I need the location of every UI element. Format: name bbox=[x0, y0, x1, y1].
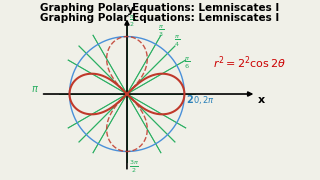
Text: $r^2 = 2^2\cos2\theta$: $r^2 = 2^2\cos2\theta$ bbox=[213, 54, 286, 71]
Text: $\frac{\pi}{4}$: $\frac{\pi}{4}$ bbox=[174, 34, 180, 49]
Text: x: x bbox=[258, 95, 265, 105]
Text: $\frac{\pi}{3}$: $\frac{\pi}{3}$ bbox=[158, 24, 164, 39]
Text: $\frac{3\pi}{2}$: $\frac{3\pi}{2}$ bbox=[129, 158, 139, 175]
Title: Graphing Polar Equations: Lemniscates I: Graphing Polar Equations: Lemniscates I bbox=[40, 3, 280, 13]
Text: Graphing Polar Equations: Lemniscates I: Graphing Polar Equations: Lemniscates I bbox=[40, 13, 280, 23]
Text: $\frac{\pi}{2}$: $\frac{\pi}{2}$ bbox=[129, 14, 135, 29]
Text: $\frac{\pi}{6}$: $\frac{\pi}{6}$ bbox=[184, 56, 190, 71]
Text: $0, 2\pi$: $0, 2\pi$ bbox=[193, 94, 215, 106]
Text: $\pi$: $\pi$ bbox=[31, 84, 39, 94]
Text: 2: 2 bbox=[186, 95, 193, 105]
Text: y: y bbox=[127, 5, 134, 15]
